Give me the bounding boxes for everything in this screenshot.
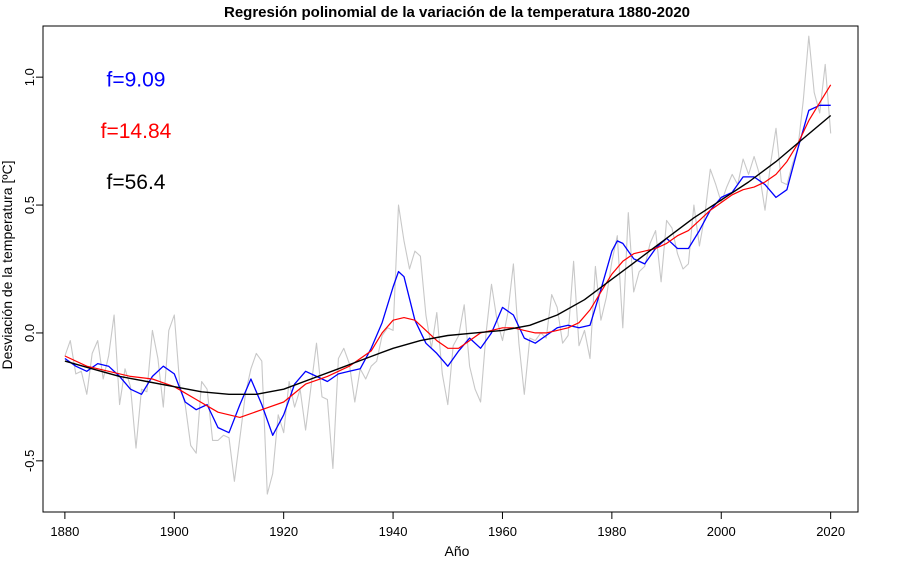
series-layer — [64, 35, 832, 495]
annotation-label-1: f=14.84 — [101, 120, 172, 143]
x-tick-label: 1880 — [50, 524, 79, 539]
x-tick-label: 1920 — [269, 524, 298, 539]
series-line-0 — [64, 35, 832, 495]
x-tick-label: 2020 — [816, 524, 845, 539]
x-tick-label: 1980 — [597, 524, 626, 539]
annotation-label-0: f=9.09 — [106, 69, 165, 92]
x-tick-label: 1940 — [379, 524, 408, 539]
chart-title: Regresión polinomial de la variación de … — [224, 4, 690, 21]
series-line-2 — [64, 84, 832, 418]
annotation-label-2: f=56.4 — [106, 171, 165, 194]
x-tick-label: 1900 — [160, 524, 189, 539]
series-line-1 — [64, 104, 831, 436]
x-tick-label: 1960 — [488, 524, 517, 539]
y-tick-label: 1.0 — [22, 68, 37, 86]
x-axis: 1880 1900 1920 1940 1960 1980 2000 2020 — [50, 511, 845, 539]
y-tick-label: -0.5 — [22, 450, 37, 472]
y-axis-title: Desviación de la temperatura [ºC] — [0, 161, 15, 370]
x-axis-title: Año — [445, 543, 470, 559]
x-tick-label: 2000 — [707, 524, 736, 539]
y-tick-label: 0.0 — [22, 324, 37, 342]
y-tick-label: 0.5 — [22, 196, 37, 214]
y-axis: -0.5 0.0 0.5 1.0 — [22, 68, 44, 472]
annotations: f=9.09 f=14.84 f=56.4 — [101, 69, 172, 194]
series-line-3 — [64, 114, 832, 395]
